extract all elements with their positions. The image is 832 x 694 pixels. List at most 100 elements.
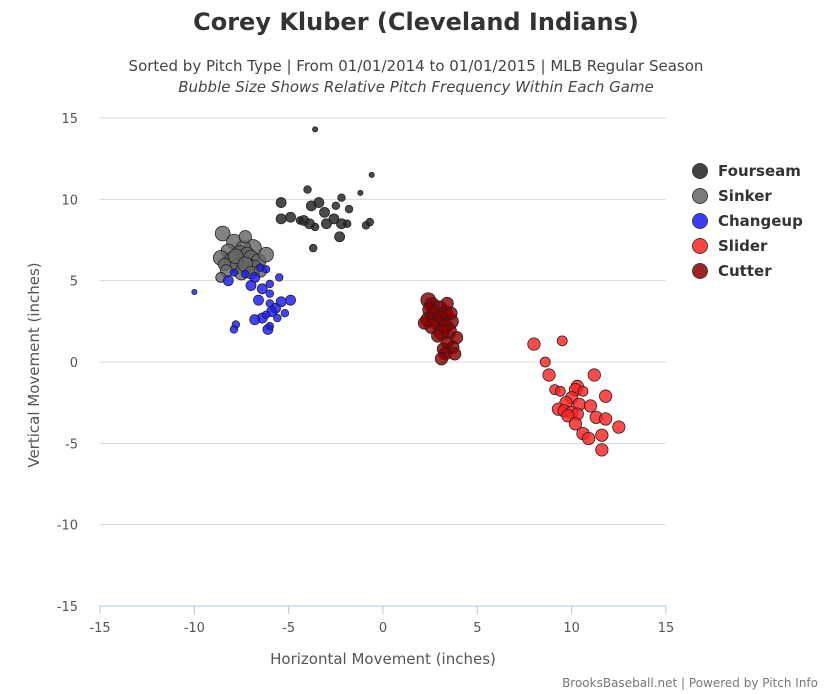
legend-swatch-changeup bbox=[692, 212, 708, 229]
chart-title: Corey Kluber (Cleveland Indians) bbox=[193, 8, 639, 36]
point-fourseam[interactable] bbox=[342, 219, 352, 228]
point-changeup[interactable] bbox=[265, 322, 274, 331]
legend-label-changeup: Changeup bbox=[718, 211, 803, 230]
point-sinker[interactable] bbox=[238, 230, 252, 244]
point-changeup[interactable] bbox=[261, 310, 271, 320]
point-fourseam[interactable] bbox=[295, 216, 305, 225]
point-slider[interactable] bbox=[542, 368, 556, 382]
series-fourseam bbox=[275, 126, 375, 253]
point-changeup[interactable] bbox=[280, 309, 290, 318]
credits[interactable]: BrooksBaseball.net | Powered by Pitch In… bbox=[562, 676, 818, 690]
point-changeup[interactable] bbox=[229, 268, 239, 277]
point-slider[interactable] bbox=[539, 356, 551, 368]
legend-label-cutter: Cutter bbox=[718, 261, 772, 280]
legend-item-changeup[interactable]: Changeup bbox=[692, 208, 803, 233]
legend-item-fourseam[interactable]: Fourseam bbox=[692, 158, 803, 183]
legend-item-sinker[interactable]: Sinker bbox=[692, 183, 803, 208]
series-changeup bbox=[191, 263, 296, 335]
point-changeup[interactable] bbox=[265, 279, 274, 289]
point-changeup[interactable] bbox=[222, 275, 234, 287]
chart-subtitle-note: Bubble Size Shows Relative Pitch Frequen… bbox=[178, 78, 654, 96]
series-cutter bbox=[417, 292, 464, 366]
point-cutter[interactable] bbox=[417, 316, 432, 330]
point-fourseam[interactable] bbox=[308, 243, 318, 253]
legend-swatch-fourseam bbox=[692, 162, 708, 179]
point-fourseam[interactable] bbox=[310, 222, 320, 232]
point-changeup[interactable] bbox=[285, 294, 296, 306]
point-fourseam[interactable] bbox=[368, 171, 375, 178]
point-fourseam[interactable] bbox=[319, 206, 330, 218]
point-fourseam[interactable] bbox=[285, 211, 296, 223]
point-slider[interactable] bbox=[582, 431, 596, 446]
point-slider[interactable] bbox=[583, 399, 598, 413]
y-tick-label: 15 bbox=[61, 112, 78, 127]
point-fourseam[interactable] bbox=[275, 197, 287, 208]
point-cutter[interactable] bbox=[431, 329, 445, 343]
point-slider[interactable] bbox=[595, 428, 609, 442]
data-points bbox=[191, 126, 626, 457]
point-slider[interactable] bbox=[599, 412, 613, 426]
point-changeup[interactable] bbox=[261, 265, 271, 274]
point-changeup[interactable] bbox=[265, 289, 274, 298]
x-tick-label: -10 bbox=[184, 621, 205, 636]
point-slider[interactable] bbox=[568, 417, 583, 431]
y-tick-label: -10 bbox=[57, 519, 78, 534]
point-changeup[interactable] bbox=[253, 294, 264, 306]
point-slider[interactable] bbox=[612, 420, 626, 434]
point-fourseam[interactable] bbox=[337, 193, 346, 202]
chart-subtitle: Sorted by Pitch Type | From 01/01/2014 t… bbox=[128, 57, 704, 75]
point-fourseam[interactable] bbox=[312, 126, 319, 133]
point-slider[interactable] bbox=[587, 368, 601, 382]
point-slider[interactable] bbox=[556, 335, 568, 347]
point-cutter[interactable] bbox=[434, 352, 449, 366]
point-changeup[interactable] bbox=[241, 269, 250, 279]
x-tick-label: 0 bbox=[379, 621, 387, 636]
y-axis-title: Vertical Movement (inches) bbox=[25, 262, 43, 468]
point-slider[interactable] bbox=[595, 443, 609, 457]
legend-item-cutter[interactable]: Cutter bbox=[692, 258, 803, 283]
series-slider bbox=[527, 335, 626, 457]
legend-label-fourseam: Fourseam bbox=[718, 161, 801, 180]
x-tick-label: 10 bbox=[563, 621, 580, 636]
legend: Fourseam Sinker Changeup Slider Cutter bbox=[692, 158, 803, 283]
x-tick-label: -5 bbox=[282, 621, 295, 636]
y-tick-label: -15 bbox=[57, 600, 78, 615]
y-tick-label: -5 bbox=[65, 437, 78, 452]
point-changeup[interactable] bbox=[245, 280, 257, 291]
point-fourseam[interactable] bbox=[344, 204, 354, 214]
point-fourseam[interactable] bbox=[328, 213, 340, 225]
point-fourseam[interactable] bbox=[313, 197, 325, 208]
point-slider[interactable] bbox=[561, 409, 575, 423]
point-sinker[interactable] bbox=[214, 225, 231, 242]
point-changeup[interactable] bbox=[256, 283, 268, 295]
point-changeup[interactable] bbox=[249, 314, 261, 326]
point-changeup[interactable] bbox=[273, 313, 282, 323]
point-fourseam[interactable] bbox=[320, 218, 332, 230]
x-axis: -15 -10 -5 0 5 10 15 bbox=[89, 605, 674, 636]
y-tick-labels: -15 -10 -5 0 5 10 15 bbox=[57, 112, 78, 615]
point-cutter[interactable] bbox=[448, 347, 462, 361]
x-tick-label: -15 bbox=[89, 621, 110, 636]
legend-swatch-slider bbox=[692, 237, 708, 254]
point-slider[interactable] bbox=[527, 337, 541, 351]
point-sinker[interactable] bbox=[258, 246, 274, 263]
point-changeup[interactable] bbox=[265, 299, 274, 308]
point-changeup[interactable] bbox=[191, 289, 198, 296]
point-changeup[interactable] bbox=[229, 325, 239, 334]
point-fourseam[interactable] bbox=[361, 221, 371, 230]
point-cutter[interactable] bbox=[444, 306, 458, 320]
point-fourseam[interactable] bbox=[303, 185, 312, 194]
point-slider[interactable] bbox=[577, 385, 589, 397]
point-fourseam[interactable] bbox=[334, 231, 346, 243]
legend-item-slider[interactable]: Slider bbox=[692, 233, 803, 258]
point-changeup[interactable] bbox=[275, 273, 284, 282]
legend-swatch-sinker bbox=[692, 187, 708, 204]
y-tick-label: 10 bbox=[61, 193, 78, 208]
point-fourseam[interactable] bbox=[275, 213, 287, 225]
series-sinker bbox=[212, 225, 274, 283]
point-slider[interactable] bbox=[554, 385, 566, 397]
point-fourseam[interactable] bbox=[357, 189, 364, 196]
point-slider[interactable] bbox=[599, 389, 613, 403]
point-fourseam[interactable] bbox=[331, 201, 341, 211]
